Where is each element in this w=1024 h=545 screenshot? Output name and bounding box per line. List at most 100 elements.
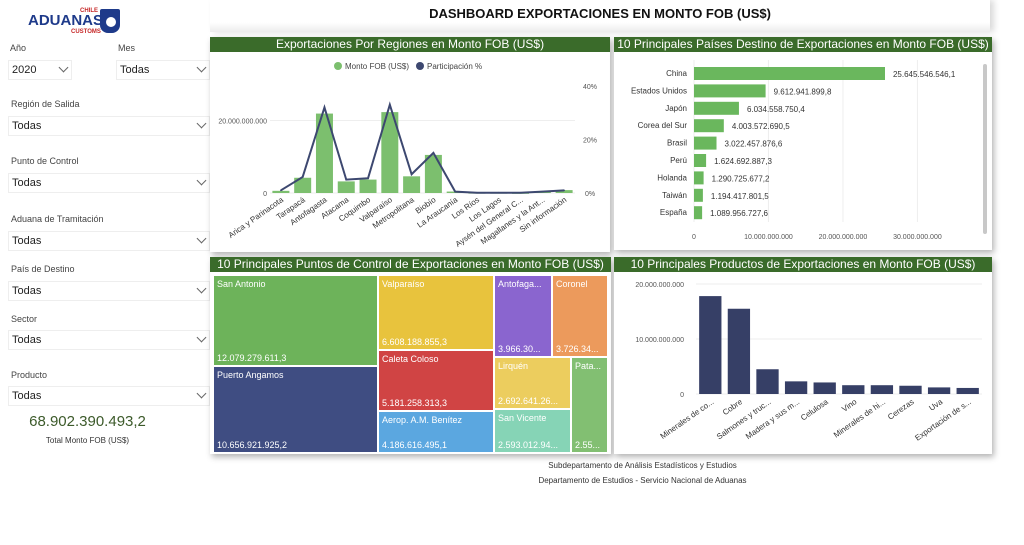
regions-chart: Monto FOB (US$) Participación % 0 20.000.00… xyxy=(218,62,597,249)
region-bar xyxy=(294,177,312,193)
treemap-tile[interactable]: Caleta Coloso 5.181.258.313,3 xyxy=(378,350,494,411)
x-tick-label: 10.000.000.000 xyxy=(744,234,793,241)
y-tick-label: 10.000.000.000 xyxy=(635,337,684,344)
country-bar xyxy=(694,171,704,185)
filter-label-control-point: Punto de Control xyxy=(11,156,79,166)
tile-value: 6.608.188.855,3 xyxy=(382,337,448,347)
total-fob-label: Total Monto FOB (US$) xyxy=(45,436,130,445)
aduanas-logo: CHILE ADUANAS CUSTOMS xyxy=(28,8,123,36)
countries-scrollbar[interactable] xyxy=(983,64,987,234)
country-bar xyxy=(694,136,717,150)
footer-line-2: Departamento de Estudios - Servicio Naci… xyxy=(538,476,747,485)
treemap-tile[interactable]: Aerop. A.M. Benítez 4.186.616.495,1 xyxy=(378,411,494,453)
region-bar xyxy=(337,181,355,193)
participation-point xyxy=(345,178,348,181)
region-dropdown[interactable]: Todas xyxy=(8,116,210,136)
participation-point xyxy=(454,190,456,193)
tile-name: Antofaga... xyxy=(498,279,542,289)
year-value: 2020 xyxy=(12,64,37,76)
tile-value: 2.55... xyxy=(575,440,601,450)
participation-point xyxy=(497,191,500,194)
product-bar xyxy=(870,385,894,394)
product-dropdown[interactable]: Todas xyxy=(8,386,210,406)
treemap-tile[interactable]: Puerto Angamos 10.656.921.925,2 xyxy=(213,366,378,453)
legend-marker-monto xyxy=(334,62,342,70)
country-bar xyxy=(694,119,724,133)
treemap-tile[interactable]: Pata... 2.55... xyxy=(571,357,608,453)
y-tick-label-right: 0% xyxy=(585,191,595,198)
control-points-panel: 10 Principales Puntos de Control de Expo… xyxy=(210,257,611,454)
tile-name: Coronel xyxy=(556,279,588,289)
treemap-tile[interactable]: Coronel 3.726.34... xyxy=(552,275,608,357)
country-label: Holanda xyxy=(657,173,687,182)
regions-chart-title: Exportaciones Por Regiones en Monto FOB … xyxy=(210,37,610,52)
participation-point xyxy=(367,177,369,180)
country-label: Estados Unidos xyxy=(631,86,687,95)
country-value-label: 25.645.546.546,1 xyxy=(893,70,956,79)
tile-value: 3.726.34... xyxy=(556,344,599,354)
dashboard-title: DASHBOARD EXPORTACIONES EN MONTO FOB (US… xyxy=(210,0,990,32)
tile-value: 2.593.012.94... xyxy=(498,440,559,450)
control-point-dropdown[interactable]: Todas xyxy=(8,173,210,193)
product-bar xyxy=(842,385,865,394)
y-tick-label-right: 40% xyxy=(583,84,597,91)
filter-label-region: Región de Salida xyxy=(11,99,80,109)
month-dropdown[interactable]: Todas xyxy=(116,60,210,80)
footer-line-1: Subdepartamento de Análisis Estadísticos… xyxy=(548,461,737,470)
region-bar xyxy=(272,190,290,193)
country-value-label: 6.034.558.750,4 xyxy=(747,105,805,114)
participation-point xyxy=(410,173,413,176)
country-label: Japón xyxy=(665,104,687,113)
country-bar xyxy=(694,188,703,202)
sector-dropdown[interactable]: Todas xyxy=(8,330,210,350)
region-bar xyxy=(359,179,377,193)
x-tick-label: 0 xyxy=(692,234,696,241)
legend-label-monto: Monto FOB (US$) xyxy=(345,62,409,71)
y-tick-label: 0 xyxy=(680,392,684,399)
product-bar xyxy=(756,369,779,394)
participation-point xyxy=(563,189,565,192)
chevron-down-icon xyxy=(196,283,207,294)
product-bar xyxy=(956,387,979,394)
product-category-label: Cobre xyxy=(721,397,744,417)
tile-value: 3.966.30... xyxy=(498,344,541,354)
participation-point xyxy=(301,176,304,178)
product-bar xyxy=(727,308,751,394)
countries-chart: 0 10.000.000.000 20.000.000.000 30.000.000.… xyxy=(631,60,956,241)
country-bar xyxy=(694,154,707,167)
product-category-label: Cerezas xyxy=(886,397,916,421)
treemap-tile[interactable]: San Vicente 2.593.012.94... xyxy=(494,409,571,453)
filter-label-year: Año xyxy=(10,43,27,53)
region-bar xyxy=(555,190,573,193)
participation-point xyxy=(476,191,478,194)
participation-point xyxy=(280,189,282,192)
product-bar xyxy=(699,296,722,394)
product-value: Todas xyxy=(12,390,42,402)
customs-office-dropdown[interactable]: Todas xyxy=(8,231,210,251)
treemap-tile[interactable]: San Antonio 12.079.279.611,3 xyxy=(213,275,378,366)
country-bar xyxy=(694,67,885,80)
filter-label-sector: Sector xyxy=(11,314,38,324)
product-bar xyxy=(927,387,951,394)
country-value-label: 1.194.417.801,5 xyxy=(711,192,769,201)
products-chart-title: 10 Principales Productos de Exportacione… xyxy=(614,257,992,272)
region-bar xyxy=(424,154,442,193)
x-tick-label: 30.000.000.000 xyxy=(893,234,942,241)
treemap-tile[interactable]: Lirquén 2.692.641.26... xyxy=(494,357,571,409)
product-category-label: Uva xyxy=(927,397,944,413)
tile-name: Puerto Angamos xyxy=(217,370,284,380)
products-chart-panel: 10 Principales Productos de Exportacione… xyxy=(614,257,992,454)
destination-dropdown[interactable]: Todas xyxy=(8,281,210,301)
region-bar xyxy=(315,113,333,193)
product-category-label: Minerales de co... xyxy=(659,397,716,441)
shield-icon xyxy=(100,9,120,33)
product-category-label: Madera y sus m... xyxy=(744,397,801,441)
treemap-tile[interactable]: Antofaga... 3.966.30... xyxy=(494,275,552,357)
legend-label-participacion: Participación % xyxy=(427,62,482,71)
year-dropdown[interactable]: 2020 xyxy=(8,60,72,80)
treemap-tile[interactable]: Valparaíso 6.608.188.855,3 xyxy=(378,275,494,350)
country-value-label: 4.003.572.690,5 xyxy=(732,122,790,131)
tile-name: San Antonio xyxy=(217,279,266,289)
country-label: España xyxy=(660,208,688,217)
filter-label-destination: País de Destino xyxy=(11,264,75,274)
